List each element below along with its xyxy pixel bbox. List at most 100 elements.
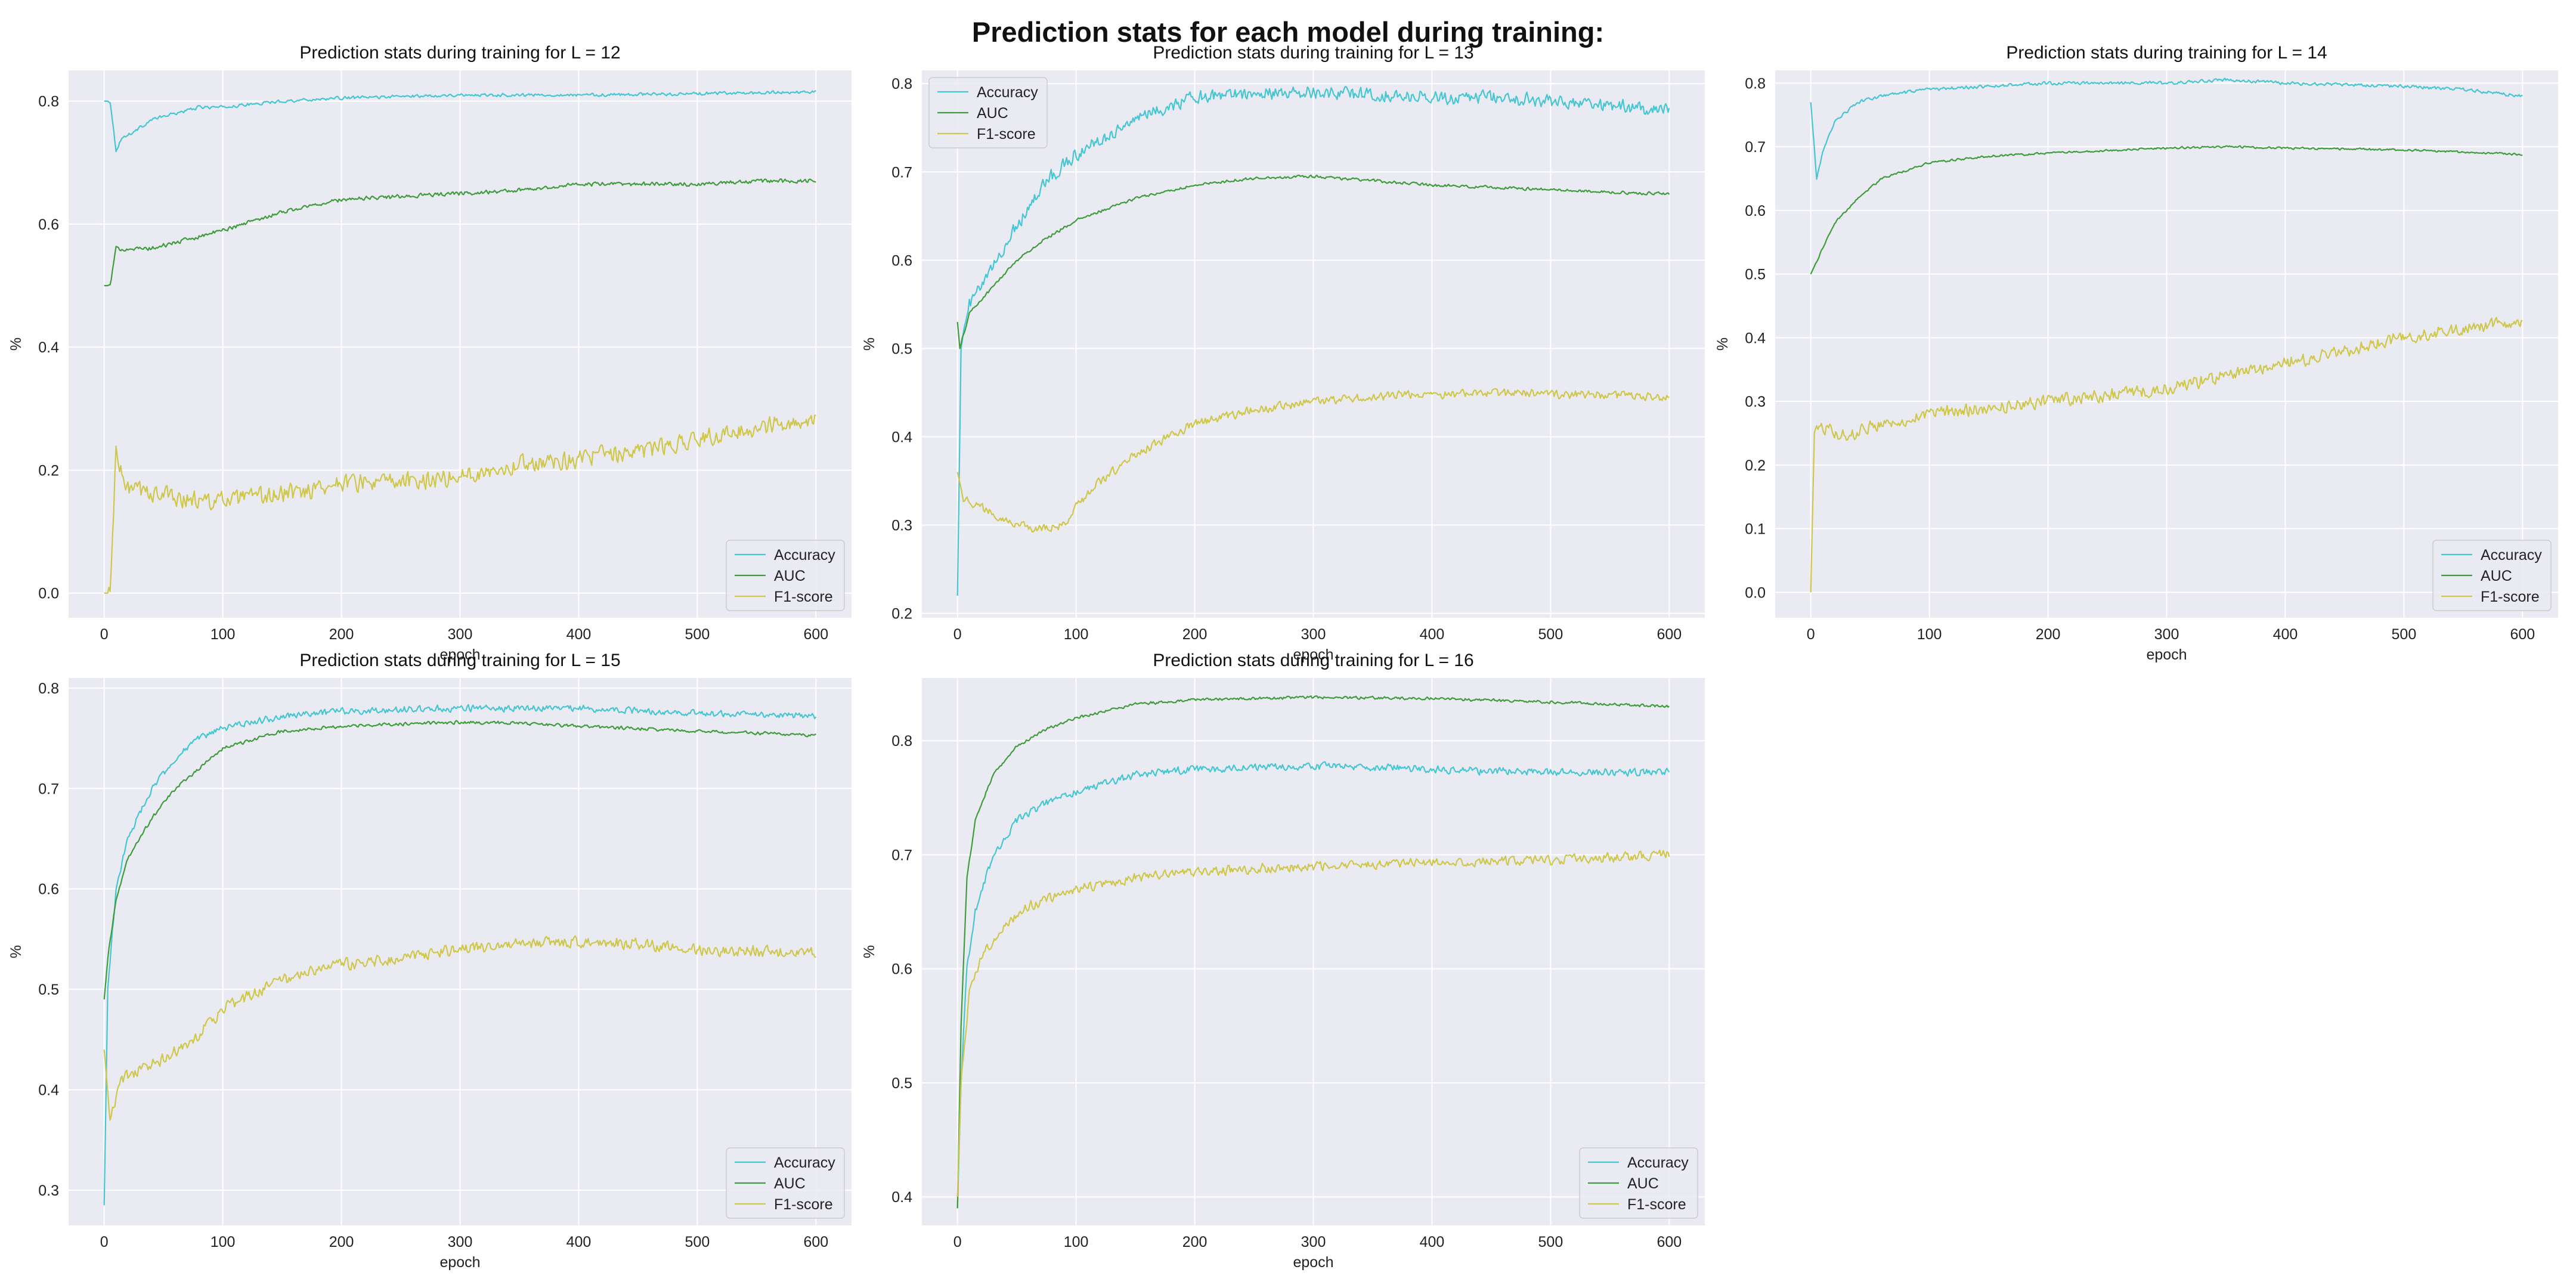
y-tick-label: 0.4 xyxy=(891,1189,912,1206)
legend-frame xyxy=(2432,540,2552,611)
x-tick-label: 600 xyxy=(803,626,828,643)
x-tick-label: 300 xyxy=(1301,1234,1326,1250)
subplot-1: 0 100 200 300 400 500 600 0.0 0.2 0.4 0.6 0.8 Predic… xyxy=(8,43,852,663)
series-line-f1-score xyxy=(104,414,816,594)
legend-label: F1-score xyxy=(1627,1196,1686,1213)
series-line-auc xyxy=(1810,145,2523,275)
y-tick-label: 0.6 xyxy=(38,216,59,233)
series-line-f1-score xyxy=(956,849,1670,1197)
x-tick-label: 600 xyxy=(1657,1234,1682,1250)
y-tick-label: 0.5 xyxy=(891,340,912,357)
y-tick-label: 0.8 xyxy=(891,733,912,750)
y-tick-label: 0.7 xyxy=(38,781,59,797)
y-tick-label: 0.4 xyxy=(38,339,59,356)
subplot-title: Prediction stats during training for L =… xyxy=(2006,43,2327,63)
y-tick-label: 0.5 xyxy=(1745,267,1766,283)
series-line-accuracy xyxy=(956,86,1670,596)
x-tick-label: 200 xyxy=(2036,626,2061,643)
y-axis-label: % xyxy=(861,338,878,351)
x-tick-label: 100 xyxy=(1917,626,1942,643)
x-axis-label: epoch xyxy=(2146,646,2187,663)
y-tick-label: 0.4 xyxy=(891,429,912,445)
y-tick-label: 0.4 xyxy=(1745,330,1766,346)
y-tick-label: 0.6 xyxy=(891,252,912,269)
x-tick-label: 400 xyxy=(1420,1234,1445,1250)
y-axis-label: % xyxy=(1714,338,1731,351)
x-tick-label: 0 xyxy=(953,626,962,643)
x-tick-label: 300 xyxy=(1301,626,1326,643)
x-tick-label: 500 xyxy=(2392,626,2417,643)
x-tick-label: 500 xyxy=(1538,1234,1563,1250)
subplot-4: 0 100 200 300 400 500 600 0.3 0.4 0.5 0.6 0.7 0.8 Pre… xyxy=(8,651,852,1271)
legend-label: Accuracy xyxy=(774,1154,835,1171)
x-tick-label: 600 xyxy=(2510,626,2535,643)
series-line-f1-score xyxy=(1810,317,2523,593)
y-tick-label: 0.6 xyxy=(891,961,912,978)
series-line-auc xyxy=(956,695,1670,1209)
x-axis-label: epoch xyxy=(1293,646,1333,663)
y-tick-label: 0.2 xyxy=(38,462,59,479)
y-tick-label: 0.1 xyxy=(1745,521,1766,538)
y-tick-label: 0.6 xyxy=(1745,203,1766,219)
x-tick-label: 500 xyxy=(1538,626,1563,643)
subplot-title: Prediction stats during training for L =… xyxy=(1153,651,1473,670)
x-axis-label: epoch xyxy=(439,646,480,663)
x-tick-label: 200 xyxy=(1182,626,1208,643)
y-tick-label: 0.8 xyxy=(1745,75,1766,92)
legend-label: AUC xyxy=(774,1175,806,1192)
x-tick-label: 100 xyxy=(1064,626,1089,643)
y-tick-label: 0.5 xyxy=(38,982,59,998)
y-tick-label: 0.4 xyxy=(38,1082,59,1099)
x-tick-label: 400 xyxy=(566,1234,592,1250)
x-axis-label: epoch xyxy=(439,1254,480,1271)
y-tick-label: 0.7 xyxy=(891,164,912,181)
y-tick-label: 0.2 xyxy=(1745,457,1766,474)
legend-label: F1-score xyxy=(977,126,1036,143)
x-tick-label: 0 xyxy=(953,1234,962,1250)
series-line-accuracy xyxy=(104,89,816,153)
x-tick-label: 600 xyxy=(803,1234,828,1250)
x-tick-label: 100 xyxy=(210,1234,236,1250)
legend-label: Accuracy xyxy=(977,84,1038,101)
legend-frame xyxy=(1579,1147,1698,1219)
legend-frame xyxy=(726,540,845,611)
y-tick-label: 0.8 xyxy=(38,680,59,697)
legend-label: Accuracy xyxy=(774,547,835,564)
subplot-3: 0 100 200 300 400 500 600 0.0 0.1 0.2 0.3 0.4 0.5 0.6… xyxy=(1714,43,2558,663)
series-line-accuracy xyxy=(1810,78,2523,180)
x-tick-label: 400 xyxy=(566,626,592,643)
x-tick-label: 0 xyxy=(100,626,109,643)
y-tick-label: 0.7 xyxy=(891,847,912,863)
series-line-auc xyxy=(956,174,1670,349)
y-tick-label: 0.0 xyxy=(1745,584,1766,601)
x-tick-label: 400 xyxy=(2273,626,2298,643)
subplot-2: 0 100 200 300 400 500 600 0.2 0.3 0.4 0.5 0.6 0.7 0.8… xyxy=(861,43,1705,663)
x-tick-label: 200 xyxy=(329,1234,354,1250)
figure-suptitle: Prediction stats for each model during t… xyxy=(971,16,1605,48)
x-tick-label: 500 xyxy=(685,1234,710,1250)
x-tick-label: 600 xyxy=(1657,626,1682,643)
x-tick-label: 300 xyxy=(448,626,473,643)
legend-label: AUC xyxy=(774,568,806,584)
legend-label: F1-score xyxy=(774,1196,833,1213)
y-tick-label: 0.8 xyxy=(891,76,912,92)
y-tick-label: 0.5 xyxy=(891,1075,912,1092)
x-tick-label: 300 xyxy=(2154,626,2179,643)
x-tick-label: 200 xyxy=(329,626,354,643)
subplot-title: Prediction stats during training for L =… xyxy=(1153,43,1473,63)
series-line-auc xyxy=(104,178,816,287)
legend: Accuracy AUC F1-score xyxy=(726,1147,845,1219)
x-tick-label: 500 xyxy=(685,626,710,643)
legend: Accuracy AUC F1-score xyxy=(928,77,1048,148)
y-axis-label: % xyxy=(8,945,24,958)
legend-label: AUC xyxy=(1627,1175,1659,1192)
y-tick-label: 0.7 xyxy=(1745,139,1766,156)
y-tick-label: 0.8 xyxy=(38,94,59,110)
series-line-accuracy xyxy=(103,704,817,1206)
x-tick-label: 0 xyxy=(100,1234,109,1250)
y-tick-label: 0.3 xyxy=(38,1182,59,1199)
legend-label: AUC xyxy=(2481,568,2512,584)
x-tick-label: 400 xyxy=(1420,626,1445,643)
